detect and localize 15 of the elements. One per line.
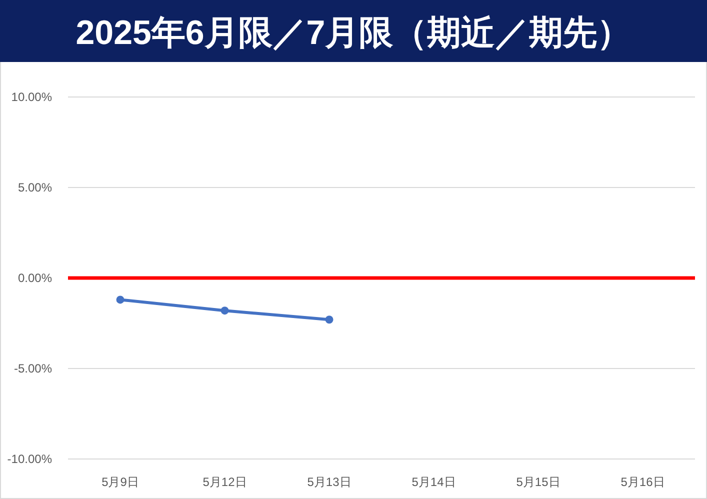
x-tick-label: 5月12日 [202,475,247,489]
y-tick-label: 0.00% [18,271,52,285]
chart-title: 2025年6月限／7月限（期近／期先） [76,14,632,52]
y-tick-label: -10.00% [7,452,52,466]
x-tick-label: 5月15日 [516,475,560,489]
x-tick-label: 5月16日 [620,475,665,489]
x-tick-label: 5月14日 [412,475,456,489]
y-tick-label: 10.00% [11,90,52,104]
x-tick-label: 5月9日 [102,475,139,489]
point [325,316,334,324]
x-tick-label: 5月13日 [307,475,352,489]
point [116,296,124,304]
point [220,306,229,315]
y-tick-label: 5.00% [18,180,52,194]
y-tick-label: -5.00% [14,362,52,376]
